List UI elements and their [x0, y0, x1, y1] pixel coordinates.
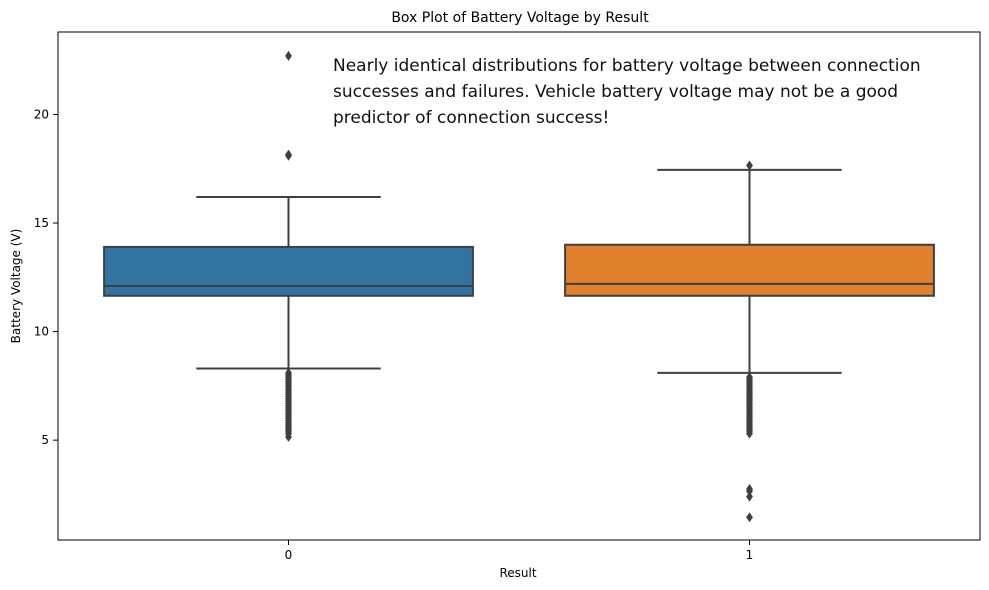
chart-title: Box Plot of Battery Voltage by Result: [391, 10, 649, 26]
x-tick-label: 0: [285, 548, 293, 562]
annotation-line-2: successes and failures. Vehicle battery …: [333, 82, 898, 102]
outlier-point: [285, 150, 292, 161]
box-iqr: [564, 243, 935, 297]
outlier-point: [746, 512, 753, 523]
annotation-line-3: predictor of connection success!: [333, 108, 609, 128]
annotation: Nearly identical distributions for batte…: [333, 56, 921, 128]
axes: 5 10 15 20 0 1: [34, 107, 754, 562]
y-tick-label: 10: [34, 325, 49, 339]
outlier-point: [285, 50, 292, 61]
outlier-point: [746, 491, 753, 502]
x-axis-label: Result: [499, 566, 536, 580]
box-iqr: [103, 245, 474, 297]
y-tick-label: 15: [34, 216, 49, 230]
outlier-point: [746, 160, 753, 171]
plot-area: [103, 50, 935, 523]
plot-frame: [57, 31, 981, 541]
x-tick-label: 1: [746, 548, 754, 562]
box-group-1: [564, 160, 935, 523]
box-group-0: [103, 50, 474, 442]
y-tick-label: 20: [34, 107, 49, 121]
y-axis-label: Battery Voltage (V): [9, 229, 23, 344]
y-tick-label: 5: [41, 433, 49, 447]
outlier-point: [285, 431, 292, 442]
annotation-line-1: Nearly identical distributions for batte…: [333, 56, 921, 76]
outlier-point: [746, 486, 753, 497]
outlier-point: [746, 428, 753, 439]
